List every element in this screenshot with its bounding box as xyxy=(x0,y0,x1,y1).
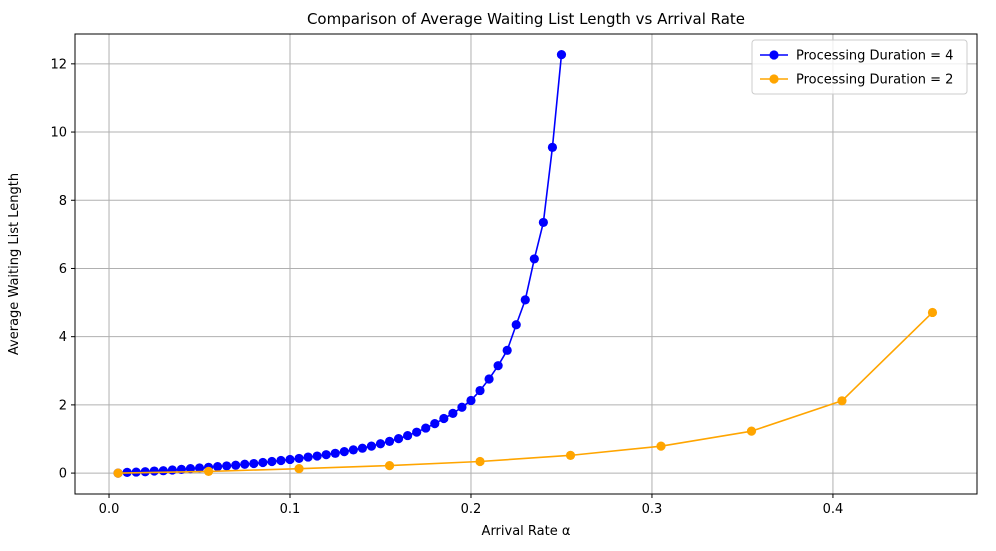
chart-title: Comparison of Average Waiting List Lengt… xyxy=(307,10,745,28)
data-point xyxy=(656,441,666,451)
data-point xyxy=(222,461,232,471)
series-1 xyxy=(113,50,567,478)
series-2 xyxy=(113,307,938,478)
data-point xyxy=(167,465,177,475)
y-tick-label: 4 xyxy=(59,330,67,345)
x-axis-title: Arrival Rate α xyxy=(482,524,571,539)
data-point xyxy=(393,434,404,444)
legend-label: Processing Duration = 2 xyxy=(796,73,953,88)
legend-entry: Processing Duration = 4 xyxy=(760,49,953,64)
data-point xyxy=(475,456,485,467)
legend-marker xyxy=(769,74,779,84)
x-tick-label: 0.2 xyxy=(461,502,482,517)
data-point xyxy=(375,439,386,449)
data-point xyxy=(321,450,331,460)
data-point xyxy=(430,419,440,429)
legend-box xyxy=(751,39,968,95)
legend-entry: Processing Duration = 2 xyxy=(760,73,953,88)
data-point xyxy=(403,430,413,441)
data-point xyxy=(348,445,358,455)
data-point xyxy=(267,456,277,467)
data-point xyxy=(312,451,322,461)
data-point xyxy=(213,462,223,472)
data-point xyxy=(466,395,476,406)
data-point xyxy=(475,385,485,396)
series-line xyxy=(118,311,934,474)
x-tick-label: 0.4 xyxy=(823,502,844,517)
data-point xyxy=(240,459,250,469)
data-point xyxy=(357,443,367,453)
data-point xyxy=(330,448,340,458)
legend-label: Processing Duration = 4 xyxy=(796,49,953,64)
data-point xyxy=(520,295,530,305)
data-point xyxy=(249,458,259,469)
data-point xyxy=(457,402,467,412)
data-point xyxy=(276,455,286,466)
data-point xyxy=(339,447,349,457)
data-point xyxy=(502,345,512,355)
y-tick-label: 0 xyxy=(59,467,67,482)
data-point xyxy=(538,217,548,228)
data-point xyxy=(448,408,458,419)
data-point xyxy=(746,426,757,436)
x-tick-label: 0.0 xyxy=(99,502,120,517)
data-point xyxy=(511,320,521,330)
data-point xyxy=(421,423,431,433)
y-tick-label: 12 xyxy=(50,57,67,72)
legend-marker xyxy=(769,50,779,60)
legend: Processing Duration = 4 Processing Durati… xyxy=(751,39,968,95)
data-point xyxy=(303,452,313,462)
data-point xyxy=(231,460,241,470)
data-point xyxy=(439,413,449,424)
x-tick-label: 0.1 xyxy=(280,502,301,517)
data-point xyxy=(412,427,422,437)
y-tick-label: 6 xyxy=(59,262,67,277)
data-point xyxy=(294,464,304,474)
y-tick-label: 2 xyxy=(59,398,67,413)
data-point xyxy=(493,361,503,371)
data-point xyxy=(366,441,377,451)
data-point xyxy=(113,468,123,478)
data-point xyxy=(285,454,295,465)
data-point xyxy=(927,307,938,318)
data-point xyxy=(837,396,847,406)
plot-frame xyxy=(74,33,978,495)
y-axis-title: Average Waiting List Length xyxy=(7,173,22,355)
x-tick-label: 0.3 xyxy=(642,502,663,517)
data-point xyxy=(149,466,159,476)
data-point xyxy=(194,463,205,473)
y-tick-label: 8 xyxy=(59,194,67,209)
data-point xyxy=(158,466,168,476)
data-point xyxy=(384,460,395,471)
data-point xyxy=(258,457,268,468)
data-point xyxy=(547,142,558,152)
legend-entries: Processing Duration = 4 Processing Durati… xyxy=(760,49,953,88)
data-point xyxy=(384,436,395,446)
axis-ticks: 0.0 0.1 0.2 0.3 0.4 0 2 4 6 8 10 12 xyxy=(50,57,843,517)
data-point xyxy=(140,467,150,477)
grid-lines xyxy=(75,34,977,494)
data-point xyxy=(203,466,214,476)
y-tick-label: 10 xyxy=(50,126,67,141)
data-point xyxy=(565,450,576,460)
series-layer xyxy=(113,50,938,478)
data-point xyxy=(294,453,304,464)
data-point xyxy=(484,374,494,384)
data-point xyxy=(529,254,539,264)
data-point xyxy=(556,50,567,60)
